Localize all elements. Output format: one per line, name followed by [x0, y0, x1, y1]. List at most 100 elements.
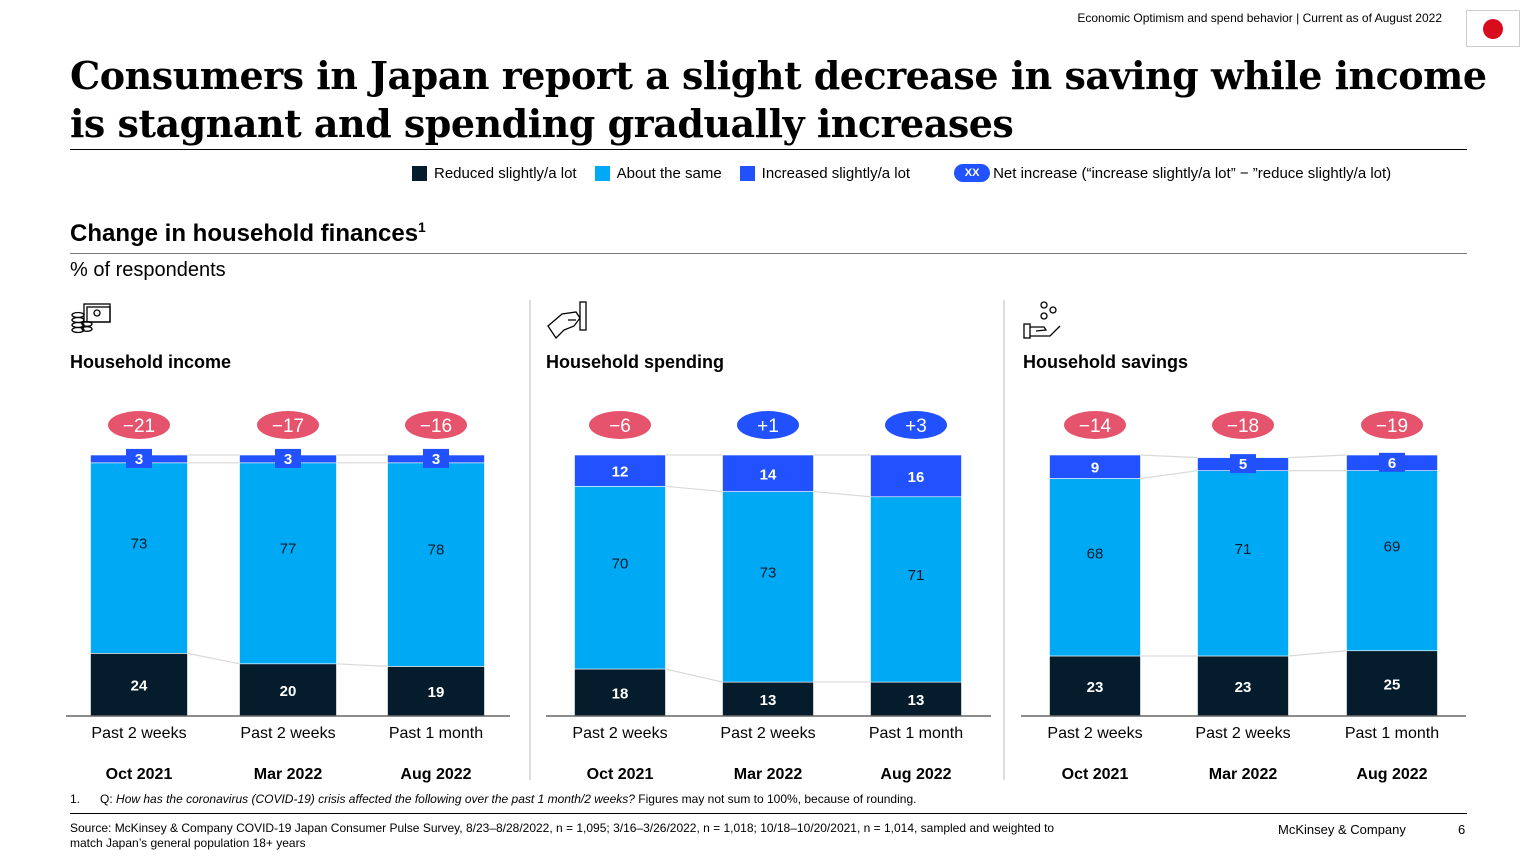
- footnote: 1. Q: How has the coronavirus (COVID-19)…: [70, 792, 916, 806]
- bar-value-label: 16: [908, 469, 925, 486]
- footnote-question: How has the coronavirus (COVID-19) crisi…: [116, 792, 635, 806]
- net-change-pill: [885, 411, 947, 439]
- bar-segment-reduced: [1197, 655, 1289, 717]
- connector-line: [1288, 650, 1347, 657]
- hand-coins-icon: [1023, 301, 1061, 339]
- panel-title-income: Household income: [70, 352, 232, 372]
- bar-value-label: 25: [1384, 676, 1401, 693]
- category-label: Past 2 weeks: [91, 725, 186, 742]
- net-change-pill: [257, 411, 319, 439]
- net-change-pill: [405, 411, 467, 439]
- bar-value-label: 68: [1087, 545, 1104, 562]
- bar-value-label: 73: [131, 536, 148, 553]
- footer-rule: [70, 813, 1467, 814]
- bar-value-label: 13: [908, 692, 925, 709]
- bar-value-label: 3: [432, 451, 440, 468]
- bar-value-label: 77: [280, 540, 297, 557]
- net-change-pill: [1064, 411, 1126, 439]
- category-label: Past 2 weeks: [572, 725, 667, 742]
- legend-increased: Increased slightly/a lot: [739, 164, 911, 182]
- bar-label-box: [126, 448, 152, 468]
- category-label: Past 1 month: [869, 725, 963, 742]
- slide-title: Consumers in Japan report a slight decre…: [70, 53, 1487, 146]
- bar-segment-same: [1346, 470, 1438, 652]
- panel-title-spending: Household spending: [546, 352, 724, 372]
- period-label: Oct 2021: [1062, 766, 1129, 783]
- bar-segment-same: [870, 496, 962, 683]
- net-change-label: −16: [420, 416, 452, 437]
- bar-label-box: [1379, 452, 1405, 472]
- period-label: Aug 2022: [400, 766, 471, 783]
- net-change-pill: [1361, 411, 1423, 439]
- brand-name: McKinsey & Company: [1278, 822, 1406, 837]
- japan-flag-icon: [1466, 10, 1520, 47]
- bar-segment-increased: [574, 454, 666, 487]
- bar-value-label: 23: [1087, 679, 1104, 696]
- legend-same: About the same: [594, 164, 722, 182]
- source-text: Source: McKinsey & Company COVID-19 Japa…: [70, 821, 1055, 850]
- bar-value-label: 71: [1235, 541, 1252, 558]
- category-label: Past 2 weeks: [1195, 725, 1290, 742]
- subtitle-text: Change in household finances: [70, 220, 419, 247]
- period-label: Oct 2021: [587, 766, 654, 783]
- legend-net: XX Net increase (“increase slightly/a lot…: [928, 164, 1391, 182]
- panel-title-savings: Household savings: [1023, 352, 1189, 372]
- period-label: Aug 2022: [1356, 766, 1427, 783]
- period-label: Oct 2021: [106, 766, 173, 783]
- footnote-q: Q:: [100, 792, 113, 806]
- period-label: Mar 2022: [254, 766, 323, 783]
- bar-segment-reduced: [722, 681, 814, 717]
- bar-segment-same: [239, 462, 337, 665]
- legend-label: Reduced slightly/a lot: [434, 164, 577, 182]
- period-label: Mar 2022: [1209, 766, 1278, 783]
- bar-value-label: 71: [908, 567, 925, 584]
- bar-segment-same: [90, 462, 188, 654]
- category-label: Past 1 month: [1345, 725, 1439, 742]
- bar-segment-reduced: [1049, 655, 1141, 717]
- bar-segment-reduced: [574, 668, 666, 717]
- net-change-pill: [108, 411, 170, 439]
- bar-value-label: 19: [428, 684, 445, 701]
- bar-segment-increased: [1049, 454, 1141, 479]
- bar-value-label: 13: [760, 692, 777, 709]
- bar-value-label: 6: [1388, 455, 1396, 472]
- bar-segment-same: [1197, 470, 1289, 657]
- footnote-note: Figures may not sum to 100%, because of …: [638, 792, 917, 806]
- bar-label-box: [275, 448, 301, 468]
- legend-label: About the same: [616, 164, 722, 182]
- page-number: 6: [1458, 822, 1466, 837]
- bar-value-label: 23: [1235, 679, 1252, 696]
- title-rule: [70, 149, 1467, 150]
- legend-label: Increased slightly/a lot: [761, 164, 911, 182]
- bar-value-label: 12: [612, 464, 629, 481]
- net-pill-sample: XX: [954, 164, 991, 182]
- footnote-number: 1.: [70, 792, 81, 806]
- period-label: Mar 2022: [734, 766, 803, 783]
- bar-value-label: 73: [760, 564, 777, 581]
- bar-label-box: [423, 448, 449, 468]
- connector-line: [665, 668, 723, 683]
- chart-subtitle: Change in household finances1: [70, 219, 426, 248]
- bar-value-label: 69: [1384, 539, 1401, 556]
- connector-line: [336, 663, 388, 668]
- legend: Reduced slightly/a lot About the same In…: [412, 164, 1409, 182]
- category-label: Past 2 weeks: [240, 725, 335, 742]
- period-label: Aug 2022: [880, 766, 951, 783]
- bar-value-label: 5: [1239, 456, 1247, 473]
- tracker-text: Economic Optimism and spend behavior | C…: [1077, 11, 1442, 25]
- net-change-label: −6: [609, 416, 631, 437]
- connector-line: [1140, 470, 1198, 480]
- bar-value-label: 3: [284, 451, 292, 468]
- bar-value-label: 9: [1091, 460, 1099, 477]
- category-label: Past 1 month: [389, 725, 483, 742]
- net-change-label: −21: [123, 416, 155, 437]
- net-change-pill: [1212, 411, 1274, 439]
- bar-segment-increased: [722, 454, 814, 492]
- money-coins-icon: [71, 303, 111, 334]
- footnote-marker: 1: [418, 219, 426, 235]
- bar-segment-increased: [870, 454, 962, 498]
- legend-label: Net increase (“increase slightly/a lot” …: [993, 164, 1392, 182]
- stacked-bar-charts: 24 73 3 −21 Past 2 weeks Oct 2021 20 77 3 −17 Past…: [66, 300, 1466, 783]
- hand-card-icon: [547, 301, 587, 340]
